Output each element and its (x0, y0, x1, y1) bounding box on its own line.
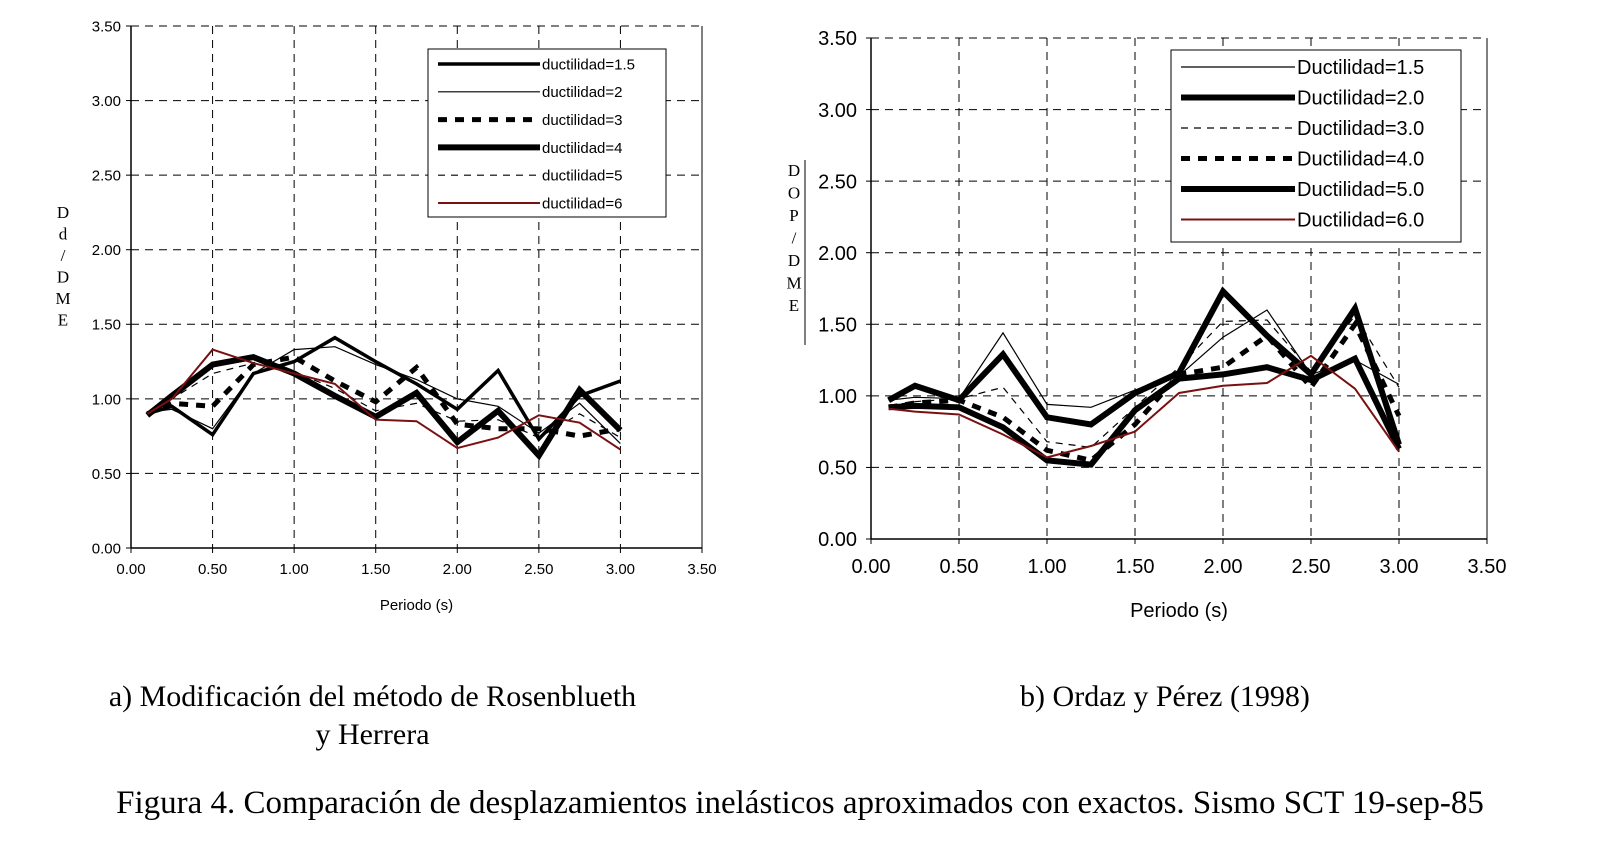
series-line-ductilidad-2 (147, 346, 621, 445)
x-tick-label: 0.00 (116, 561, 145, 578)
caption-b: b) Ordaz y Pérez (1998) (1020, 680, 1310, 713)
y-axis-label-char: D (57, 268, 69, 287)
x-tick-label: 2.00 (443, 561, 472, 578)
y-tick-label: 1.00 (92, 391, 121, 408)
y-axis-label-char: / (792, 229, 797, 248)
legend-label: ductilidad=1.5 (542, 56, 635, 73)
x-tick-label: 0.50 (940, 556, 979, 578)
x-tick-label: 2.50 (524, 561, 553, 578)
y-tick-label: 0.50 (92, 466, 121, 483)
legend-label: ductilidad=5 (542, 168, 622, 185)
x-tick-label: 2.00 (1204, 556, 1243, 578)
x-tick-label: 1.00 (280, 561, 309, 578)
legend-label: ductilidad=3 (542, 112, 622, 129)
series-line-ductilidad-6-0 (888, 354, 1400, 459)
y-axis-label-char: D (788, 251, 800, 270)
x-tick-label: 1.50 (1116, 556, 1155, 578)
y-tick-label: 0.50 (818, 458, 857, 480)
y-tick-label: 2.00 (818, 243, 857, 265)
y-tick-label: 3.50 (818, 28, 857, 50)
y-axis-label: DOP/DME (786, 160, 806, 345)
legend-label: ductilidad=6 (542, 195, 622, 212)
x-axis-label: Periodo (s) (380, 597, 453, 614)
y-tick-label: 2.50 (92, 168, 121, 185)
x-tick-label: 3.00 (606, 561, 635, 578)
series-line-ductilidad-5 (146, 362, 621, 439)
series-line-ductilidad-4 (145, 353, 623, 461)
series-line-ductilidad-3 (146, 354, 621, 439)
legend: Ductilidad=1.5 Ductilidad=2.0 Ductilidad=3… (1170, 49, 1462, 243)
y-axis-label-char: M (55, 289, 70, 308)
series-line-ductilidad-6 (146, 348, 621, 451)
caption-a: a) Modificación del método de Rosenbluet… (100, 678, 645, 754)
y-tick-label: 3.00 (818, 100, 857, 122)
x-tick-label: 3.50 (687, 561, 716, 578)
y-axis-label: Dd/DME (55, 203, 70, 330)
y-tick-label: 1.50 (92, 317, 121, 334)
legend-label: Ductilidad=5.0 (1297, 179, 1424, 201)
legend-label: Ductilidad=1.5 (1297, 57, 1424, 79)
chart-a: 0.00 0.50 1.00 1.50 2.00 2.50 3.00 3.50 0.00 0.50… (55, 18, 716, 614)
series-line-ductilidad-5-0 (888, 354, 1402, 468)
y-tick-label: 3.00 (92, 93, 121, 110)
legend-label: ductilidad=2 (542, 84, 622, 101)
y-axis-label-char: / (61, 246, 66, 265)
legend: ductilidad=1.5 ductilidad=2 ductilidad=3 du… (427, 48, 667, 218)
legend-label: Ductilidad=4.0 (1297, 149, 1424, 171)
y-tick-label: 2.50 (818, 171, 857, 193)
y-axis-label-char: E (58, 311, 68, 330)
y-tick-label: 3.50 (92, 18, 121, 35)
y-axis-label-char: E (789, 296, 799, 315)
y-axis-label-char: D (788, 161, 800, 180)
y-axis-label-char: d (59, 225, 68, 244)
y-tick-label: 1.50 (818, 314, 857, 336)
series-line-ductilidad-1-5 (146, 335, 622, 442)
y-tick-label: 0.00 (92, 540, 121, 557)
x-tick-label: 1.50 (361, 561, 390, 578)
y-tick-label: 1.00 (818, 386, 857, 408)
x-tick-label: 3.50 (1468, 556, 1507, 578)
chart-b: 0.00 0.50 1.00 1.50 2.00 2.50 3.00 3.50 0.00 0.50… (786, 28, 1506, 622)
caption-a-line1: a) Modificación del método de Rosenbluet… (108, 680, 637, 713)
y-axis-label-char: P (789, 206, 798, 225)
legend-box (1170, 49, 1462, 243)
legend-label: Ductilidad=2.0 (1297, 88, 1424, 110)
x-tick-label: 1.00 (1028, 556, 1067, 578)
legend-label: Ductilidad=6.0 (1297, 210, 1424, 232)
series-line-ductilidad-3-0 (888, 314, 1400, 449)
caption-a-line2: y Herrera (315, 718, 430, 751)
x-tick-label: 2.50 (1292, 556, 1331, 578)
y-axis-label-char: M (786, 274, 801, 293)
x-tick-label: 0.50 (198, 561, 227, 578)
x-axis-label: Periodo (s) (1130, 600, 1228, 622)
legend-label: Ductilidad=3.0 (1297, 118, 1424, 140)
y-axis-label-char: O (788, 184, 800, 203)
legend-box (427, 48, 667, 218)
x-tick-label: 0.00 (852, 556, 891, 578)
y-tick-label: 2.00 (92, 242, 121, 259)
y-tick-label: 0.00 (818, 529, 857, 551)
series-line-ductilidad-4-0 (888, 319, 1402, 464)
legend-label: ductilidad=4 (542, 140, 622, 157)
y-axis-label-char: D (57, 203, 69, 222)
x-tick-label: 3.00 (1380, 556, 1419, 578)
figure-caption: Figura 4. Comparación de desplazamientos… (116, 785, 1484, 821)
